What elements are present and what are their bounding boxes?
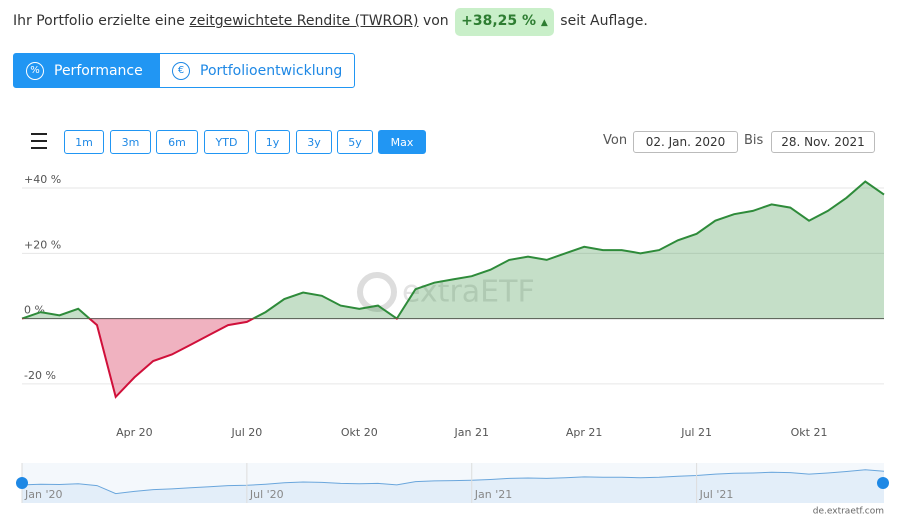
x-tick-label: Okt 20 bbox=[341, 426, 378, 439]
navigator-area bbox=[22, 469, 884, 503]
link[interactable]: zeitgewichtete Rendite (TWROR) bbox=[189, 13, 419, 29]
range-button[interactable]: 3m bbox=[110, 130, 151, 154]
x-tick-label: Jul 21 bbox=[680, 426, 712, 439]
navigator-label: Jul '20 bbox=[249, 488, 284, 501]
credit: de.extraetf.com bbox=[813, 507, 884, 517]
tab[interactable]: € Portfolioentwicklung bbox=[160, 54, 354, 87]
line-positive bbox=[21, 180, 885, 319]
tab[interactable]: % Performance bbox=[14, 54, 160, 87]
x-tick-label: Jul 20 bbox=[230, 426, 262, 439]
area-positive bbox=[22, 181, 884, 319]
range-button[interactable]: Max bbox=[378, 130, 426, 154]
x-tick-label: Jan 21 bbox=[454, 426, 489, 439]
navigator-label: Jan '20 bbox=[24, 488, 62, 501]
x-tick-label: Apr 21 bbox=[566, 426, 603, 439]
navigator-label: Jul '21 bbox=[699, 488, 734, 501]
y-tick-label: +40 % bbox=[24, 173, 61, 186]
area-negative bbox=[89, 318, 254, 397]
range-button[interactable]: 1m bbox=[64, 130, 104, 154]
summary: Ihr Portfolio erzielte eine zeitgewichte… bbox=[13, 8, 648, 36]
watermark-logo bbox=[357, 272, 397, 312]
navigator-handle[interactable] bbox=[877, 477, 889, 489]
text: Ihr Portfolio erzielte eine bbox=[13, 13, 185, 29]
handle-circle bbox=[16, 477, 28, 489]
x-tick-label: Okt 21 bbox=[791, 426, 828, 439]
watermark: extraETF bbox=[402, 275, 535, 310]
to-date[interactable]: 28. Nov. 2021 bbox=[771, 131, 875, 153]
line-negative bbox=[22, 318, 398, 399]
y-tick-label: -20 % bbox=[24, 369, 56, 382]
tab-label: Performance bbox=[54, 62, 143, 79]
navigator-label: Jan '21 bbox=[474, 488, 512, 501]
range-button[interactable]: 6m bbox=[156, 130, 198, 154]
tab-label: Portfolioentwicklung bbox=[200, 62, 343, 79]
y-tick-label: +20 % bbox=[24, 238, 61, 251]
range-button[interactable]: 1y bbox=[255, 130, 290, 154]
text: von bbox=[422, 13, 449, 29]
range-button[interactable]: YTD bbox=[204, 130, 249, 154]
menu-icon[interactable] bbox=[31, 133, 47, 149]
from-date[interactable]: 02. Jan. 2020 bbox=[633, 131, 738, 153]
navigator-line bbox=[21, 469, 885, 495]
to-label: Bis bbox=[744, 133, 764, 148]
tabs: % Performance € Portfolioentwicklung bbox=[13, 53, 356, 88]
from-label: Von bbox=[603, 133, 628, 148]
range-button[interactable]: 5y bbox=[337, 130, 373, 154]
range-button[interactable]: 3y bbox=[296, 130, 332, 154]
return: +38,25 % bbox=[461, 13, 537, 29]
handle-circle bbox=[877, 477, 889, 489]
x-tick-label: Apr 20 bbox=[116, 426, 153, 439]
return-badge: +38,25 % ▲ bbox=[455, 8, 554, 36]
navigator-handle[interactable] bbox=[16, 477, 28, 489]
text: seit Auflage. bbox=[560, 13, 648, 29]
